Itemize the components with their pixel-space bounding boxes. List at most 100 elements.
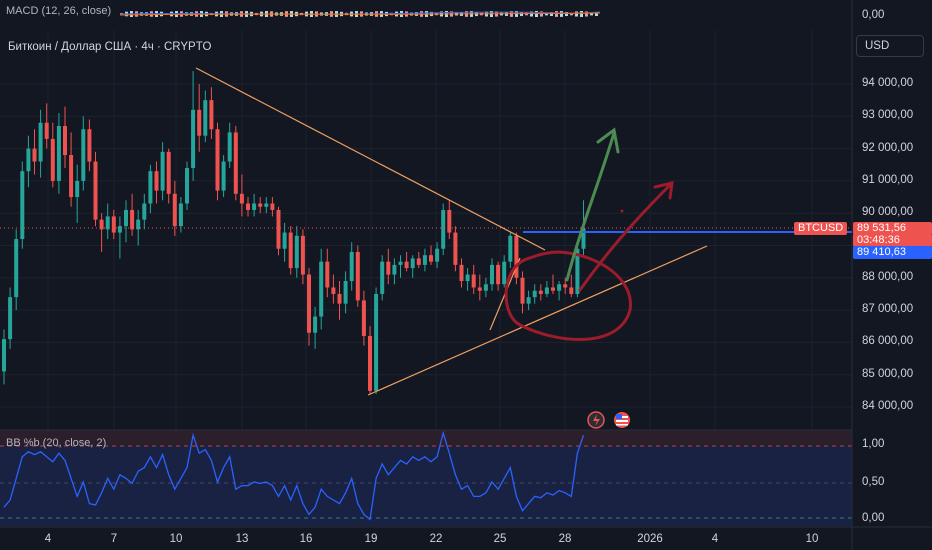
green-arrow-drawing[interactable]	[565, 127, 620, 282]
candle	[26, 148, 31, 172]
date-label: 28	[558, 533, 572, 545]
candle	[453, 232, 458, 265]
candle	[221, 161, 226, 191]
candle	[105, 216, 110, 230]
price-axis-label: 86 000,00	[862, 335, 914, 348]
price-axis-label: 88 000,00	[862, 270, 914, 283]
candle	[203, 100, 208, 136]
price-axis-label: 85 000,00	[862, 367, 914, 380]
candle	[404, 261, 409, 269]
candle	[56, 125, 61, 181]
candle	[117, 226, 122, 233]
candle	[380, 261, 385, 294]
ticker-tag: BTCUSD	[794, 222, 848, 235]
candle	[14, 239, 19, 298]
candle	[392, 264, 397, 275]
red-arrow-drawing[interactable]	[578, 181, 674, 292]
candle	[81, 129, 86, 181]
candle	[374, 293, 379, 391]
candle	[368, 335, 372, 391]
circle-drawing[interactable]	[504, 250, 632, 341]
price-axis-label: 84 000,00	[862, 400, 914, 412]
candle	[258, 203, 263, 207]
bb-pane	[0, 429, 852, 526]
symbol-title[interactable]: Биткоин / Доллар США · 4ч · CRYPTO	[8, 41, 212, 53]
candlestick-series	[2, 71, 586, 395]
candle	[215, 129, 220, 191]
date-label: 10	[169, 533, 183, 545]
currency-button[interactable]: USD	[856, 35, 924, 57]
candle	[526, 297, 531, 304]
date-label: 4	[44, 533, 52, 545]
candle	[532, 290, 537, 298]
price-axis-label: 91 000,00	[862, 173, 914, 186]
macd-bar	[590, 12, 593, 16]
price-axis-label: 90 000,00	[862, 206, 914, 219]
candle	[508, 235, 513, 262]
candle	[264, 203, 269, 207]
candle	[75, 180, 80, 198]
bb-axis-0: 0,00	[862, 512, 885, 524]
countdown-tag: 03:48:36	[853, 234, 932, 247]
macd-axis-label: 0,00	[862, 9, 885, 21]
candle	[2, 339, 6, 372]
bb-axis-1: 1,00	[862, 438, 885, 450]
candle	[111, 216, 116, 233]
candle	[471, 274, 476, 288]
candle	[331, 287, 336, 294]
candle	[429, 255, 433, 262]
candle	[307, 274, 311, 333]
candle	[38, 122, 43, 162]
candle	[465, 274, 470, 282]
grid	[0, 30, 852, 527]
candle	[130, 209, 135, 230]
macd-bar	[550, 12, 553, 16]
candle	[185, 167, 189, 204]
line-price-tag: 89 410,63	[853, 246, 932, 259]
candle	[416, 258, 421, 265]
macd-bar	[555, 11, 558, 17]
candle	[197, 109, 202, 136]
candle	[142, 203, 147, 220]
macd-label[interactable]: MACD (12, 26, close)	[6, 5, 112, 17]
candle	[538, 290, 543, 294]
bb-axis-050: 0,50	[862, 476, 885, 488]
candle	[87, 129, 92, 162]
us-flag-icon[interactable]	[614, 412, 630, 428]
candle	[575, 248, 580, 294]
macd-pane	[0, 0, 852, 30]
candle	[483, 284, 488, 291]
lightning-icon[interactable]	[587, 411, 605, 429]
candle	[581, 228, 586, 249]
candle	[8, 297, 13, 340]
price-axis-label: 94 000,00	[862, 77, 914, 89]
macd-bar	[585, 11, 588, 17]
currency-label: USD	[865, 40, 890, 52]
candle	[50, 138, 55, 181]
last-price-tag: 89 531,56	[853, 222, 932, 235]
date-label: 2026	[637, 533, 663, 545]
candle	[459, 264, 464, 282]
candle	[99, 219, 104, 230]
candle	[435, 248, 440, 262]
macd-bar	[560, 11, 563, 17]
candle	[20, 171, 25, 240]
candle	[69, 155, 74, 198]
candle	[294, 235, 299, 269]
macd-bar	[575, 11, 578, 17]
date-label: 22	[429, 533, 443, 545]
macd-bar	[565, 11, 568, 17]
candle	[252, 203, 257, 210]
candle	[282, 232, 287, 249]
candle	[325, 261, 330, 288]
candle	[551, 287, 555, 291]
candle	[319, 261, 324, 317]
candle	[227, 132, 232, 162]
date-label: 10	[805, 533, 819, 545]
candle	[514, 235, 519, 278]
bb-label[interactable]: BB %b (20, close, 2)	[6, 437, 107, 449]
candle	[136, 219, 141, 230]
macd-bar	[570, 12, 573, 16]
candle	[441, 209, 446, 249]
